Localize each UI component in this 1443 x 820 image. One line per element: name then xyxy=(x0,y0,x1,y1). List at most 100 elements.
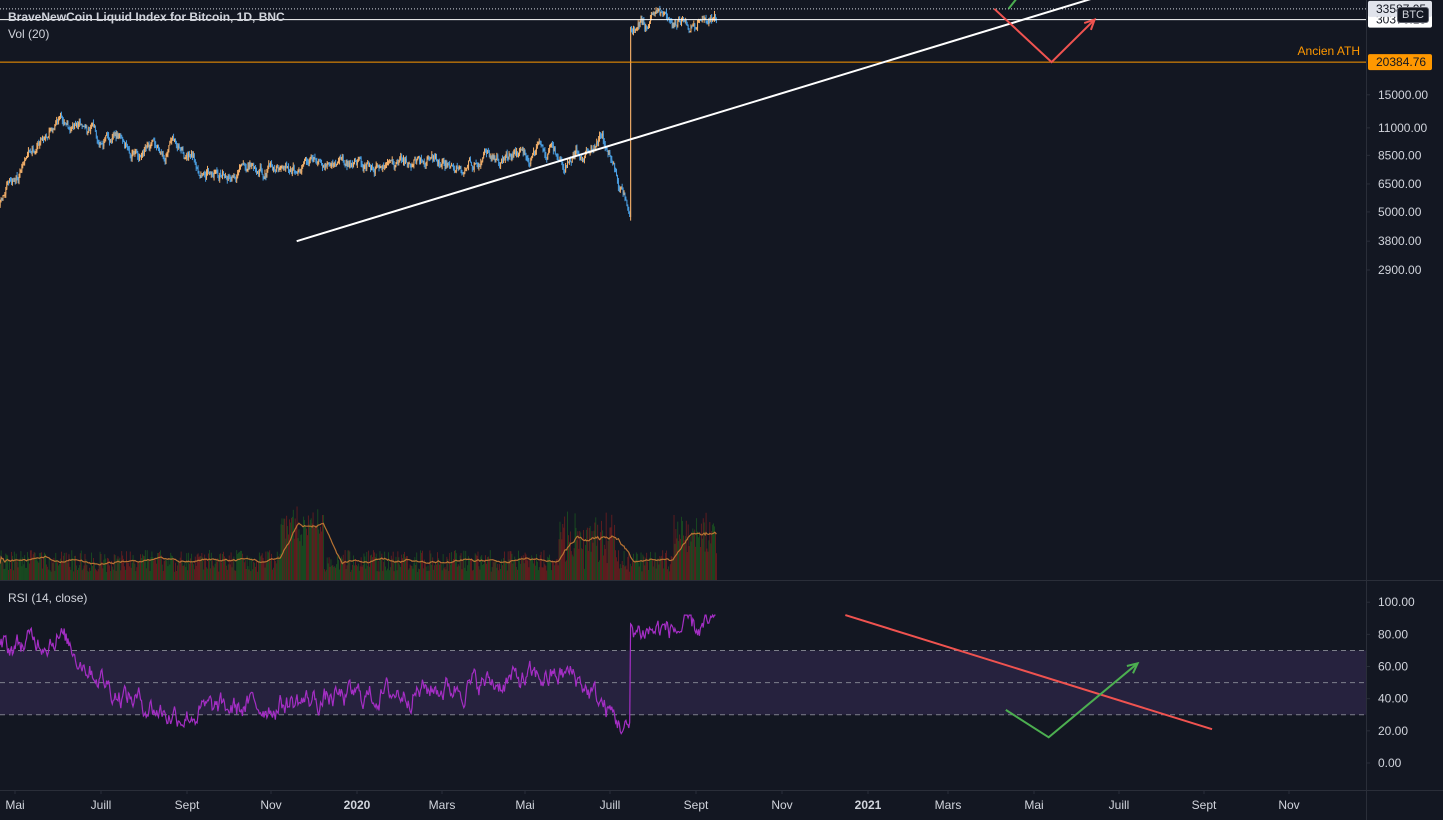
price-candle xyxy=(30,150,32,155)
candle-body xyxy=(252,164,254,166)
volume-bar xyxy=(683,540,685,580)
candle-body xyxy=(241,163,242,166)
volume-indicator-label[interactable]: Vol (20) xyxy=(8,27,50,41)
volume-bar xyxy=(669,564,671,580)
candle-body xyxy=(170,140,172,143)
volume-bar xyxy=(176,571,177,580)
candle-body xyxy=(208,168,209,172)
volume-bar xyxy=(481,555,483,580)
candle-body xyxy=(373,167,374,170)
price-candle xyxy=(239,164,241,173)
candle-body xyxy=(63,122,65,125)
candle-body xyxy=(430,158,432,159)
volume-bar xyxy=(596,545,598,580)
candle-body xyxy=(453,165,454,169)
candle-body xyxy=(475,163,477,164)
volume-bar xyxy=(310,518,312,580)
volume-bar xyxy=(247,566,249,580)
price-candle xyxy=(20,169,22,173)
volume-bar xyxy=(552,562,554,580)
price-candle xyxy=(357,156,359,163)
candle-body xyxy=(207,168,208,173)
volume-bar xyxy=(299,541,301,580)
volume-bar xyxy=(557,565,559,580)
rsi-indicator-label[interactable]: RSI (14, close) xyxy=(8,591,88,605)
price-candle xyxy=(601,131,603,139)
price-candle xyxy=(12,177,14,182)
price-candle xyxy=(181,146,183,151)
volume-bar xyxy=(392,551,394,580)
volume-bar xyxy=(360,557,362,580)
candle-body xyxy=(488,150,490,157)
price-candle xyxy=(526,155,528,162)
price-candle xyxy=(307,159,309,167)
volume-bar xyxy=(89,567,91,580)
candle-body xyxy=(192,152,193,157)
volume-bar xyxy=(256,560,257,580)
volume-bar xyxy=(642,554,644,580)
volume-bar xyxy=(303,516,305,580)
candle-body xyxy=(528,160,530,164)
price-candle xyxy=(479,163,481,167)
volume-bar xyxy=(422,568,424,580)
currency-badge[interactable]: BTC xyxy=(1397,7,1429,23)
price-candle xyxy=(140,154,142,158)
price-candle xyxy=(350,159,352,168)
candle-body xyxy=(299,169,301,173)
price-candle xyxy=(62,117,64,127)
candle-body xyxy=(359,157,361,159)
candle-body xyxy=(120,135,122,137)
volume-bar xyxy=(708,540,710,580)
price-candle xyxy=(461,169,463,176)
price-candle xyxy=(349,160,351,169)
candle-body xyxy=(152,139,154,142)
price-candle xyxy=(467,164,469,169)
price-candle xyxy=(248,162,250,171)
price-candle xyxy=(34,151,36,155)
price-candle xyxy=(527,154,529,163)
price-candle xyxy=(323,163,325,170)
price-candle xyxy=(66,120,68,126)
volume-bar xyxy=(96,571,98,580)
volume-bar xyxy=(91,552,92,580)
price-candle xyxy=(23,161,25,166)
price-candle xyxy=(266,168,268,178)
price-candle xyxy=(160,149,162,155)
volume-bar xyxy=(27,552,28,580)
volume-bar xyxy=(451,552,452,580)
volume-bar xyxy=(509,551,511,580)
price-candle xyxy=(305,156,307,165)
price-candle xyxy=(480,158,482,169)
price-candle xyxy=(622,187,624,197)
candle-body xyxy=(602,133,604,142)
candle-body xyxy=(647,27,649,29)
volume-bar xyxy=(555,559,557,580)
volume-bar xyxy=(85,559,87,580)
price-candle xyxy=(370,164,372,171)
price-candle xyxy=(440,163,442,168)
volume-bar xyxy=(62,555,64,580)
price-candle xyxy=(566,164,568,169)
volume-bar xyxy=(51,560,53,580)
candle-body xyxy=(640,19,642,22)
volume-bar xyxy=(117,556,119,580)
volume-bar xyxy=(689,536,691,580)
candle-body xyxy=(75,124,77,126)
price-candle xyxy=(452,163,454,171)
price-candle xyxy=(692,23,694,27)
price-candle xyxy=(96,135,98,144)
volume-bar xyxy=(609,527,611,580)
price-candle xyxy=(355,159,357,166)
price-candle xyxy=(204,170,206,178)
time-axis-label: Nov xyxy=(771,798,792,812)
candle-body xyxy=(651,13,652,18)
candle-body xyxy=(335,163,337,165)
ath-price-tag-bg xyxy=(1368,54,1432,71)
volume-bar xyxy=(355,558,356,580)
candle-body xyxy=(396,162,398,163)
candle-body xyxy=(529,163,531,165)
candle-body xyxy=(144,145,146,150)
volume-bar xyxy=(382,570,384,580)
